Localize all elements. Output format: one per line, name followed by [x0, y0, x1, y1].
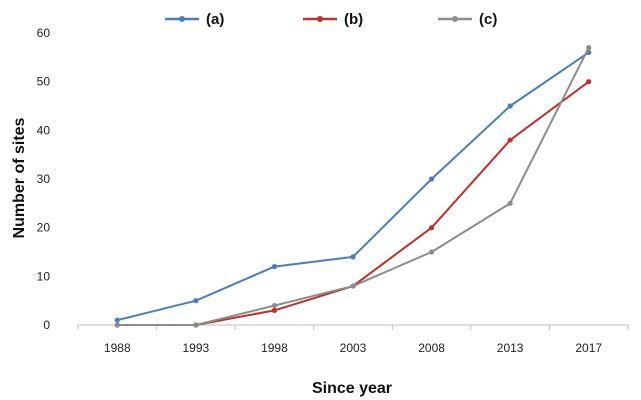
y-tick-label: 60: [37, 26, 51, 40]
series-2: [114, 79, 592, 328]
data-point: [507, 200, 513, 206]
y-axis-ticks: 0 10 20 30 40 50 60: [37, 26, 51, 332]
y-tick-label: 0: [43, 318, 50, 332]
series-layer: [114, 45, 592, 328]
legend-label: (b): [344, 11, 363, 28]
x-axis-title: Since year: [312, 380, 392, 397]
y-tick-label: 40: [37, 123, 51, 137]
data-point: [271, 302, 278, 309]
series-line: [117, 47, 590, 326]
x-axis: 1988 1993 1998 2003 2008 2013 2017: [77, 324, 629, 355]
data-point: [428, 249, 435, 255]
y-tick-label: 50: [37, 75, 51, 89]
legend-swatch-marker: [317, 16, 323, 22]
x-tick-label: 2013: [497, 341, 524, 355]
legend: (a) (b) (c): [165, 11, 497, 28]
data-point: [507, 137, 513, 143]
series-3: [114, 45, 592, 328]
data-point: [271, 307, 278, 313]
x-tick-label: 1988: [104, 341, 131, 355]
data-point: [586, 45, 592, 51]
data-point: [586, 79, 592, 85]
data-point: [114, 322, 120, 328]
y-tick-label: 20: [37, 221, 51, 235]
x-tick-label: 1998: [261, 341, 288, 355]
legend-item: (a): [165, 11, 224, 28]
legend-label: (a): [206, 11, 224, 28]
data-point: [114, 317, 120, 323]
series-1: [114, 49, 592, 323]
data-point: [428, 225, 435, 231]
x-tick-label: 2017: [575, 341, 602, 355]
data-point: [428, 176, 435, 182]
legend-item: (b): [303, 11, 363, 28]
y-tick-label: 10: [37, 269, 51, 283]
data-point: [350, 254, 356, 260]
legend-item: (c): [438, 11, 497, 28]
x-tick-label: 2003: [340, 341, 367, 355]
y-axis-title: Number of sites: [11, 117, 28, 238]
y-tick-label: 30: [37, 172, 51, 186]
data-point: [507, 103, 513, 109]
data-point: [193, 298, 199, 304]
legend-label: (c): [479, 11, 497, 28]
legend-swatch-marker: [452, 16, 458, 22]
data-point: [271, 264, 278, 270]
legend-swatch-marker: [179, 16, 185, 22]
x-tick-label: 2008: [418, 341, 445, 355]
data-point: [193, 322, 199, 328]
x-tick-label: 1993: [183, 341, 210, 355]
data-point: [350, 283, 356, 289]
